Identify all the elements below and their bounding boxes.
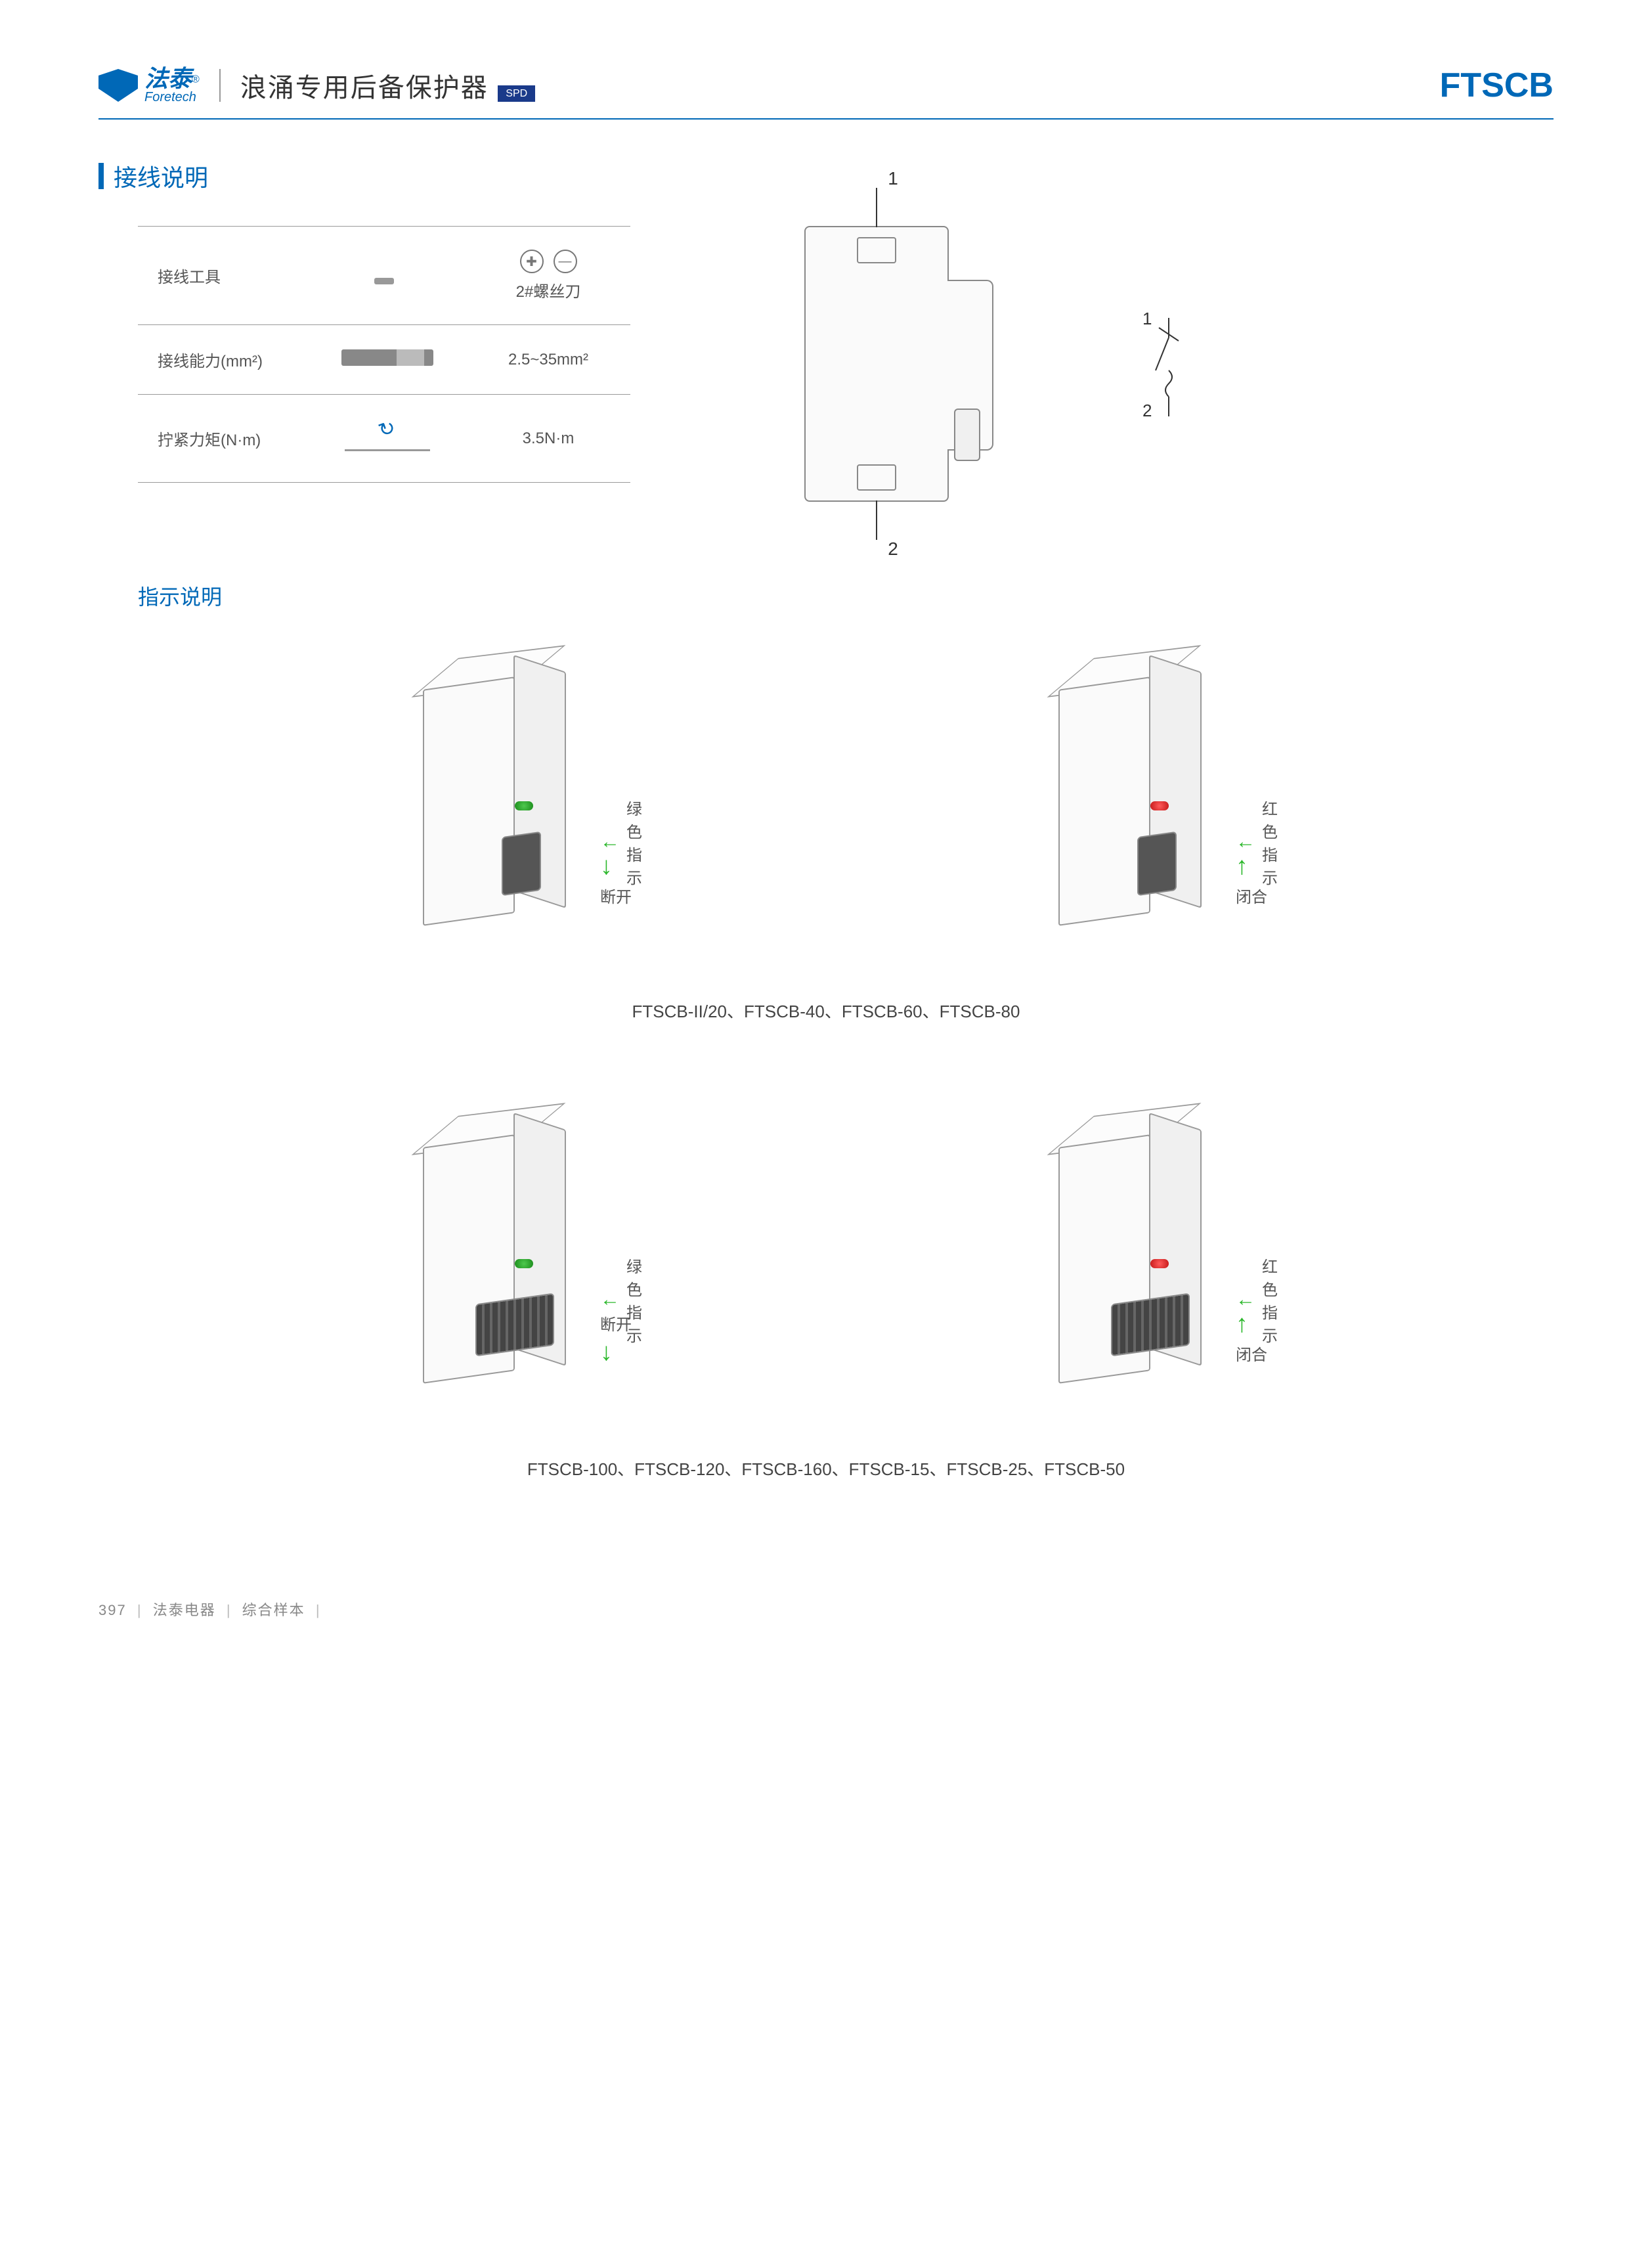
terminal-label-2: 2 xyxy=(888,539,898,560)
header-left: 法泰® Foretech 浪涌专用后备保护器 SPD xyxy=(98,66,535,104)
brand-logo: 法泰® Foretech xyxy=(98,67,200,104)
arrow-left-icon: ← xyxy=(600,831,620,853)
page-number: 397 xyxy=(98,1602,127,1618)
wiring-title-text: 接线说明 xyxy=(114,159,208,193)
device-wiring-diagram: 1 2 1 2 xyxy=(696,226,1057,502)
breaker-switch-lever-wide xyxy=(475,1293,554,1357)
spec-label: 接线工具 xyxy=(138,227,309,325)
close-state-label: 闭合 xyxy=(1236,884,1267,907)
indicator-red-closed-large: ← 红色指示 ↑ 闭合 xyxy=(865,1101,1422,1404)
table-row: 拧紧力矩(N·m) ↻ 3.5N·m xyxy=(138,395,630,483)
spec-value: 3.5N·m xyxy=(466,395,630,483)
indicator-led-red xyxy=(1150,1259,1169,1268)
tool-illustration xyxy=(309,227,466,325)
breaker-front-face xyxy=(423,676,515,926)
model-caption-row2: FTSCB-100、FTSCB-120、FTSCB-160、FTSCB-15、F… xyxy=(230,1456,1422,1480)
model-code: FTSCB xyxy=(1440,66,1554,105)
breaker-front-face xyxy=(1058,676,1150,926)
spec-value-cell: ✚ — 2#螺丝刀 xyxy=(466,227,630,325)
close-state-label: 闭合 xyxy=(1236,1342,1267,1365)
indicator-led-green xyxy=(515,1259,533,1268)
symbol-terminal-1: 1 xyxy=(1142,309,1152,328)
breaker-switch-lever xyxy=(1137,831,1177,896)
breaker-outline: 1 2 xyxy=(804,226,949,502)
arrow-down-icon: ↓ xyxy=(600,854,613,879)
arrow-left-icon: ← xyxy=(1236,1289,1255,1311)
breaker-isometric-large: ← 绿色指示 断开 ↓ xyxy=(383,1101,633,1404)
logo-chinese: 法泰 xyxy=(144,65,192,92)
symbol-terminal-2: 2 xyxy=(1142,401,1152,420)
indicator-section-title: 指示说明 xyxy=(138,581,1554,611)
header-divider xyxy=(219,69,221,102)
page-footer: 397 | 法泰电器 | 综合样本 | xyxy=(98,1599,1554,1620)
table-row: 接线能力(mm²) 2.5~35mm² xyxy=(138,325,630,395)
wire-icon xyxy=(341,349,433,366)
flathead-icon: — xyxy=(554,250,577,273)
torque-illustration: ↻ xyxy=(309,395,466,483)
open-state-label: 断开 xyxy=(600,884,632,907)
terminal-slot-top xyxy=(857,237,896,263)
close-state-annotation: ↑ 闭合 xyxy=(1236,1312,1267,1365)
logo-text: 法泰® Foretech xyxy=(144,67,200,104)
product-title: 浪涌专用后备保护器 xyxy=(240,74,489,102)
logo-mark-icon xyxy=(98,69,138,102)
indicator-red-closed-small: ← 红色指示 ↑ 闭合 xyxy=(865,644,1422,946)
wiring-section: 接线工具 ✚ — 2#螺丝刀 接线能力(mm²) 2.5~35mm² 拧紧力矩(… xyxy=(138,226,1554,502)
spd-badge: SPD xyxy=(498,85,535,102)
terminal-label-1: 1 xyxy=(888,168,898,189)
breaker-isometric-large: ← 红色指示 ↑ 闭合 xyxy=(1019,1101,1269,1404)
indicator-green-open-small: ← 绿色指示 ↓ 断开 xyxy=(230,644,787,946)
footer-divider: | xyxy=(316,1602,321,1618)
spec-value: 2.5~35mm² xyxy=(466,325,630,395)
phillips-icon: ✚ xyxy=(520,250,544,273)
footer-divider: | xyxy=(227,1602,232,1618)
logo-english: Foretech xyxy=(144,91,200,104)
breaker-isometric: ← 绿色指示 ↓ 断开 xyxy=(383,644,633,946)
indicator-grid: ← 绿色指示 ↓ 断开 ← 红色指示 ↑ 闭合 xyxy=(230,644,1422,1520)
breaker-lever xyxy=(954,409,980,461)
model-caption-row1: FTSCB-II/20、FTSCB-40、FTSCB-60、FTSCB-80 xyxy=(230,998,1422,1023)
indicator-green-open-large: ← 绿色指示 断开 ↓ xyxy=(230,1101,787,1404)
arrow-up-icon: ↑ xyxy=(1236,854,1248,879)
breaker-switch-lever-wide xyxy=(1111,1293,1190,1357)
spec-label: 拧紧力矩(N·m) xyxy=(138,395,309,483)
wiring-spec-table: 接线工具 ✚ — 2#螺丝刀 接线能力(mm²) 2.5~35mm² 拧紧力矩(… xyxy=(138,226,630,483)
wire-illustration xyxy=(309,325,466,395)
arrow-left-icon: ← xyxy=(1236,831,1255,853)
breaker-switch-lever xyxy=(502,831,541,896)
wiring-section-title: 接线说明 xyxy=(98,159,1554,193)
open-state-annotation: ↓ 断开 xyxy=(600,854,632,907)
open-state-annotation: 断开 ↓ xyxy=(600,1312,632,1365)
torque-arrow-icon: ↻ xyxy=(376,416,399,443)
breaker-isometric: ← 红色指示 ↑ 闭合 xyxy=(1019,644,1269,946)
torque-bar-icon xyxy=(345,449,430,451)
indicator-led-red xyxy=(1150,801,1169,810)
spec-value: 2#螺丝刀 xyxy=(516,283,581,301)
indicator-led-green xyxy=(515,801,533,810)
page-header: 法泰® Foretech 浪涌专用后备保护器 SPD FTSCB xyxy=(98,66,1554,120)
table-row: 接线工具 ✚ — 2#螺丝刀 xyxy=(138,227,630,325)
section-bar-icon xyxy=(98,163,104,189)
arrow-left-icon: ← xyxy=(600,1289,620,1311)
open-state-label: 断开 xyxy=(600,1312,632,1335)
footer-company: 法泰电器 xyxy=(153,1602,216,1618)
circuit-symbol: 1 2 xyxy=(1136,305,1202,436)
close-state-annotation: ↑ 闭合 xyxy=(1236,854,1267,907)
arrow-down-icon: ↓ xyxy=(600,1340,613,1365)
registered-mark: ® xyxy=(192,74,200,85)
footer-doctype: 综合样本 xyxy=(242,1602,305,1618)
terminal-slot-bottom xyxy=(857,464,896,491)
arrow-up-icon: ↑ xyxy=(1236,1312,1248,1337)
footer-divider: | xyxy=(137,1602,142,1618)
spec-label: 接线能力(mm²) xyxy=(138,325,309,395)
product-title-wrap: 浪涌专用后备保护器 SPD xyxy=(240,66,535,104)
